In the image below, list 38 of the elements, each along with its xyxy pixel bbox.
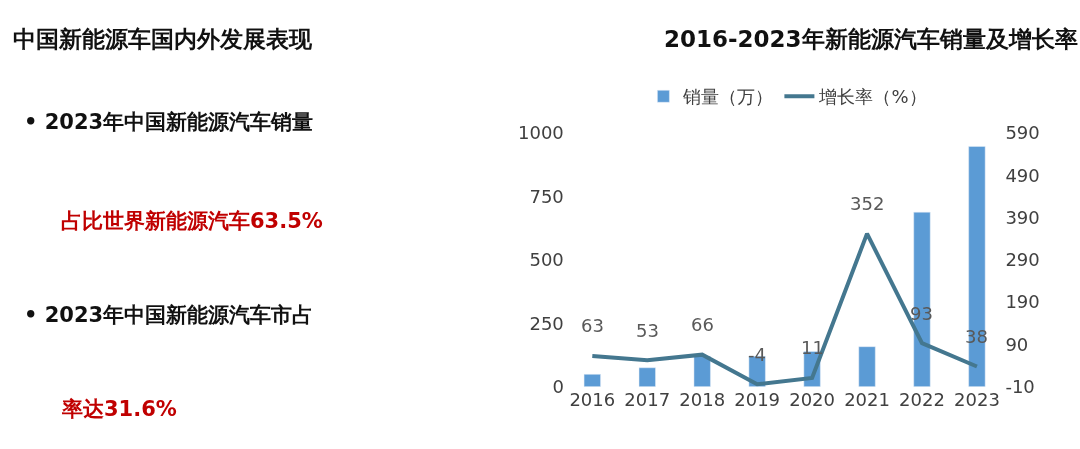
bar (693, 356, 711, 387)
legend-label: 增长率（%） (818, 86, 927, 108)
bar (913, 211, 931, 387)
y2-tick-label: 90 (1005, 333, 1029, 355)
bar (583, 374, 601, 387)
y2-tick-label: 590 (1005, 122, 1040, 144)
y2-tick-label: 290 (1005, 249, 1040, 271)
y-tick-label: 250 (529, 312, 564, 334)
text: 率达31.6% (61, 397, 177, 421)
x-tick-label: 2017 (624, 388, 671, 410)
y2-tick-label: 390 (1005, 206, 1040, 228)
bar (968, 146, 986, 387)
bar (858, 346, 876, 387)
x-tick-label: 2020 (789, 388, 835, 410)
y-tick-label: 0 (552, 376, 564, 398)
y2-tick-label: -10 (1005, 376, 1035, 398)
x-tick-label: 2022 (899, 388, 945, 410)
x-tick-label: 2016 (569, 388, 616, 410)
text: • 2023年中国新能源汽车市占 (24, 303, 314, 327)
legend-label: 销量（万） (682, 86, 774, 108)
x-tick-label: 2018 (679, 388, 726, 410)
data-label: 352 (850, 193, 885, 214)
y-tick-label: 750 (529, 185, 564, 207)
data-label: 53 (636, 320, 659, 341)
x-tick-label: 2021 (844, 388, 890, 410)
x-tick-label: 2019 (734, 388, 781, 410)
y2-tick-label: 490 (1005, 164, 1040, 186)
text: 占比世界新能源汽车63.5% (61, 209, 323, 233)
text: • 2023年中国新能源汽车销量 (24, 110, 314, 134)
y2-tick-label: 190 (1005, 291, 1040, 313)
data-label: 63 (581, 315, 604, 336)
bar (638, 367, 656, 387)
y-tick-label: 500 (529, 249, 564, 271)
y-tick-label: 1000 (518, 122, 564, 144)
x-tick-label: 2023 (954, 388, 1000, 410)
text: 中国新能源车国内外发展表现 (13, 26, 313, 52)
chart-title: 2016-2023年新能源汽车销量及增长率 (664, 26, 1078, 52)
data-label: 66 (691, 314, 714, 335)
